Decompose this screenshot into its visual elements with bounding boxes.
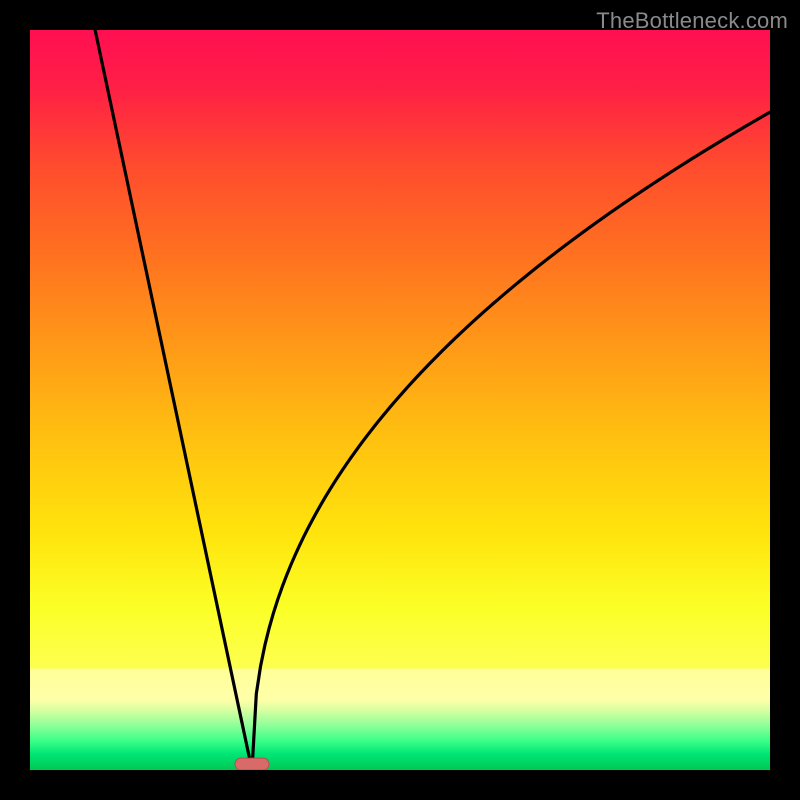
gradient-background (30, 30, 770, 770)
watermark-text: TheBottleneck.com (596, 8, 788, 34)
chart-container: TheBottleneck.com (0, 0, 800, 800)
plot-area (30, 30, 770, 770)
chart-svg (30, 30, 770, 770)
bottleneck-marker (235, 758, 269, 770)
